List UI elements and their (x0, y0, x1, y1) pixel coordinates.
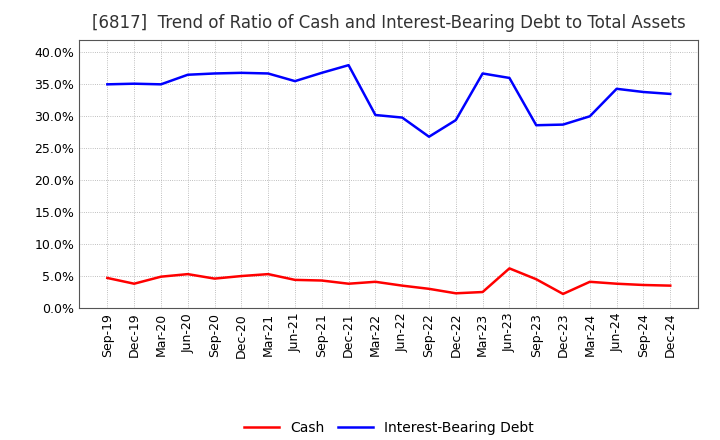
Legend: Cash, Interest-Bearing Debt: Cash, Interest-Bearing Debt (238, 415, 539, 440)
Cash (559, 291, 567, 297)
Interest-Bearing Debt (344, 62, 353, 68)
Cash (451, 291, 460, 296)
Cash (505, 266, 514, 271)
Interest-Bearing Debt (264, 71, 272, 76)
Interest-Bearing Debt (157, 82, 166, 87)
Cash (398, 283, 407, 288)
Interest-Bearing Debt (425, 134, 433, 139)
Cash (639, 282, 648, 288)
Cash (318, 278, 326, 283)
Cash (184, 271, 192, 277)
Interest-Bearing Debt (666, 91, 675, 96)
Title: [6817]  Trend of Ratio of Cash and Interest-Bearing Debt to Total Assets: [6817] Trend of Ratio of Cash and Intere… (92, 15, 685, 33)
Interest-Bearing Debt (318, 70, 326, 76)
Interest-Bearing Debt (103, 82, 112, 87)
Interest-Bearing Debt (371, 112, 379, 117)
Interest-Bearing Debt (237, 70, 246, 76)
Interest-Bearing Debt (612, 86, 621, 92)
Cash (425, 286, 433, 291)
Cash (291, 277, 300, 282)
Cash (612, 281, 621, 286)
Interest-Bearing Debt (505, 75, 514, 81)
Cash (103, 275, 112, 281)
Interest-Bearing Debt (585, 114, 594, 119)
Cash (210, 276, 219, 281)
Interest-Bearing Debt (532, 123, 541, 128)
Cash (157, 274, 166, 279)
Interest-Bearing Debt (398, 115, 407, 120)
Cash (237, 273, 246, 279)
Cash (585, 279, 594, 284)
Cash (666, 283, 675, 288)
Cash (264, 271, 272, 277)
Interest-Bearing Debt (639, 89, 648, 95)
Interest-Bearing Debt (478, 71, 487, 76)
Line: Interest-Bearing Debt: Interest-Bearing Debt (107, 65, 670, 137)
Cash (130, 281, 138, 286)
Cash (478, 290, 487, 295)
Cash (371, 279, 379, 284)
Cash (532, 277, 541, 282)
Interest-Bearing Debt (291, 78, 300, 84)
Cash (344, 281, 353, 286)
Interest-Bearing Debt (130, 81, 138, 86)
Interest-Bearing Debt (559, 122, 567, 127)
Interest-Bearing Debt (210, 71, 219, 76)
Interest-Bearing Debt (451, 117, 460, 123)
Interest-Bearing Debt (184, 72, 192, 77)
Line: Cash: Cash (107, 268, 670, 294)
